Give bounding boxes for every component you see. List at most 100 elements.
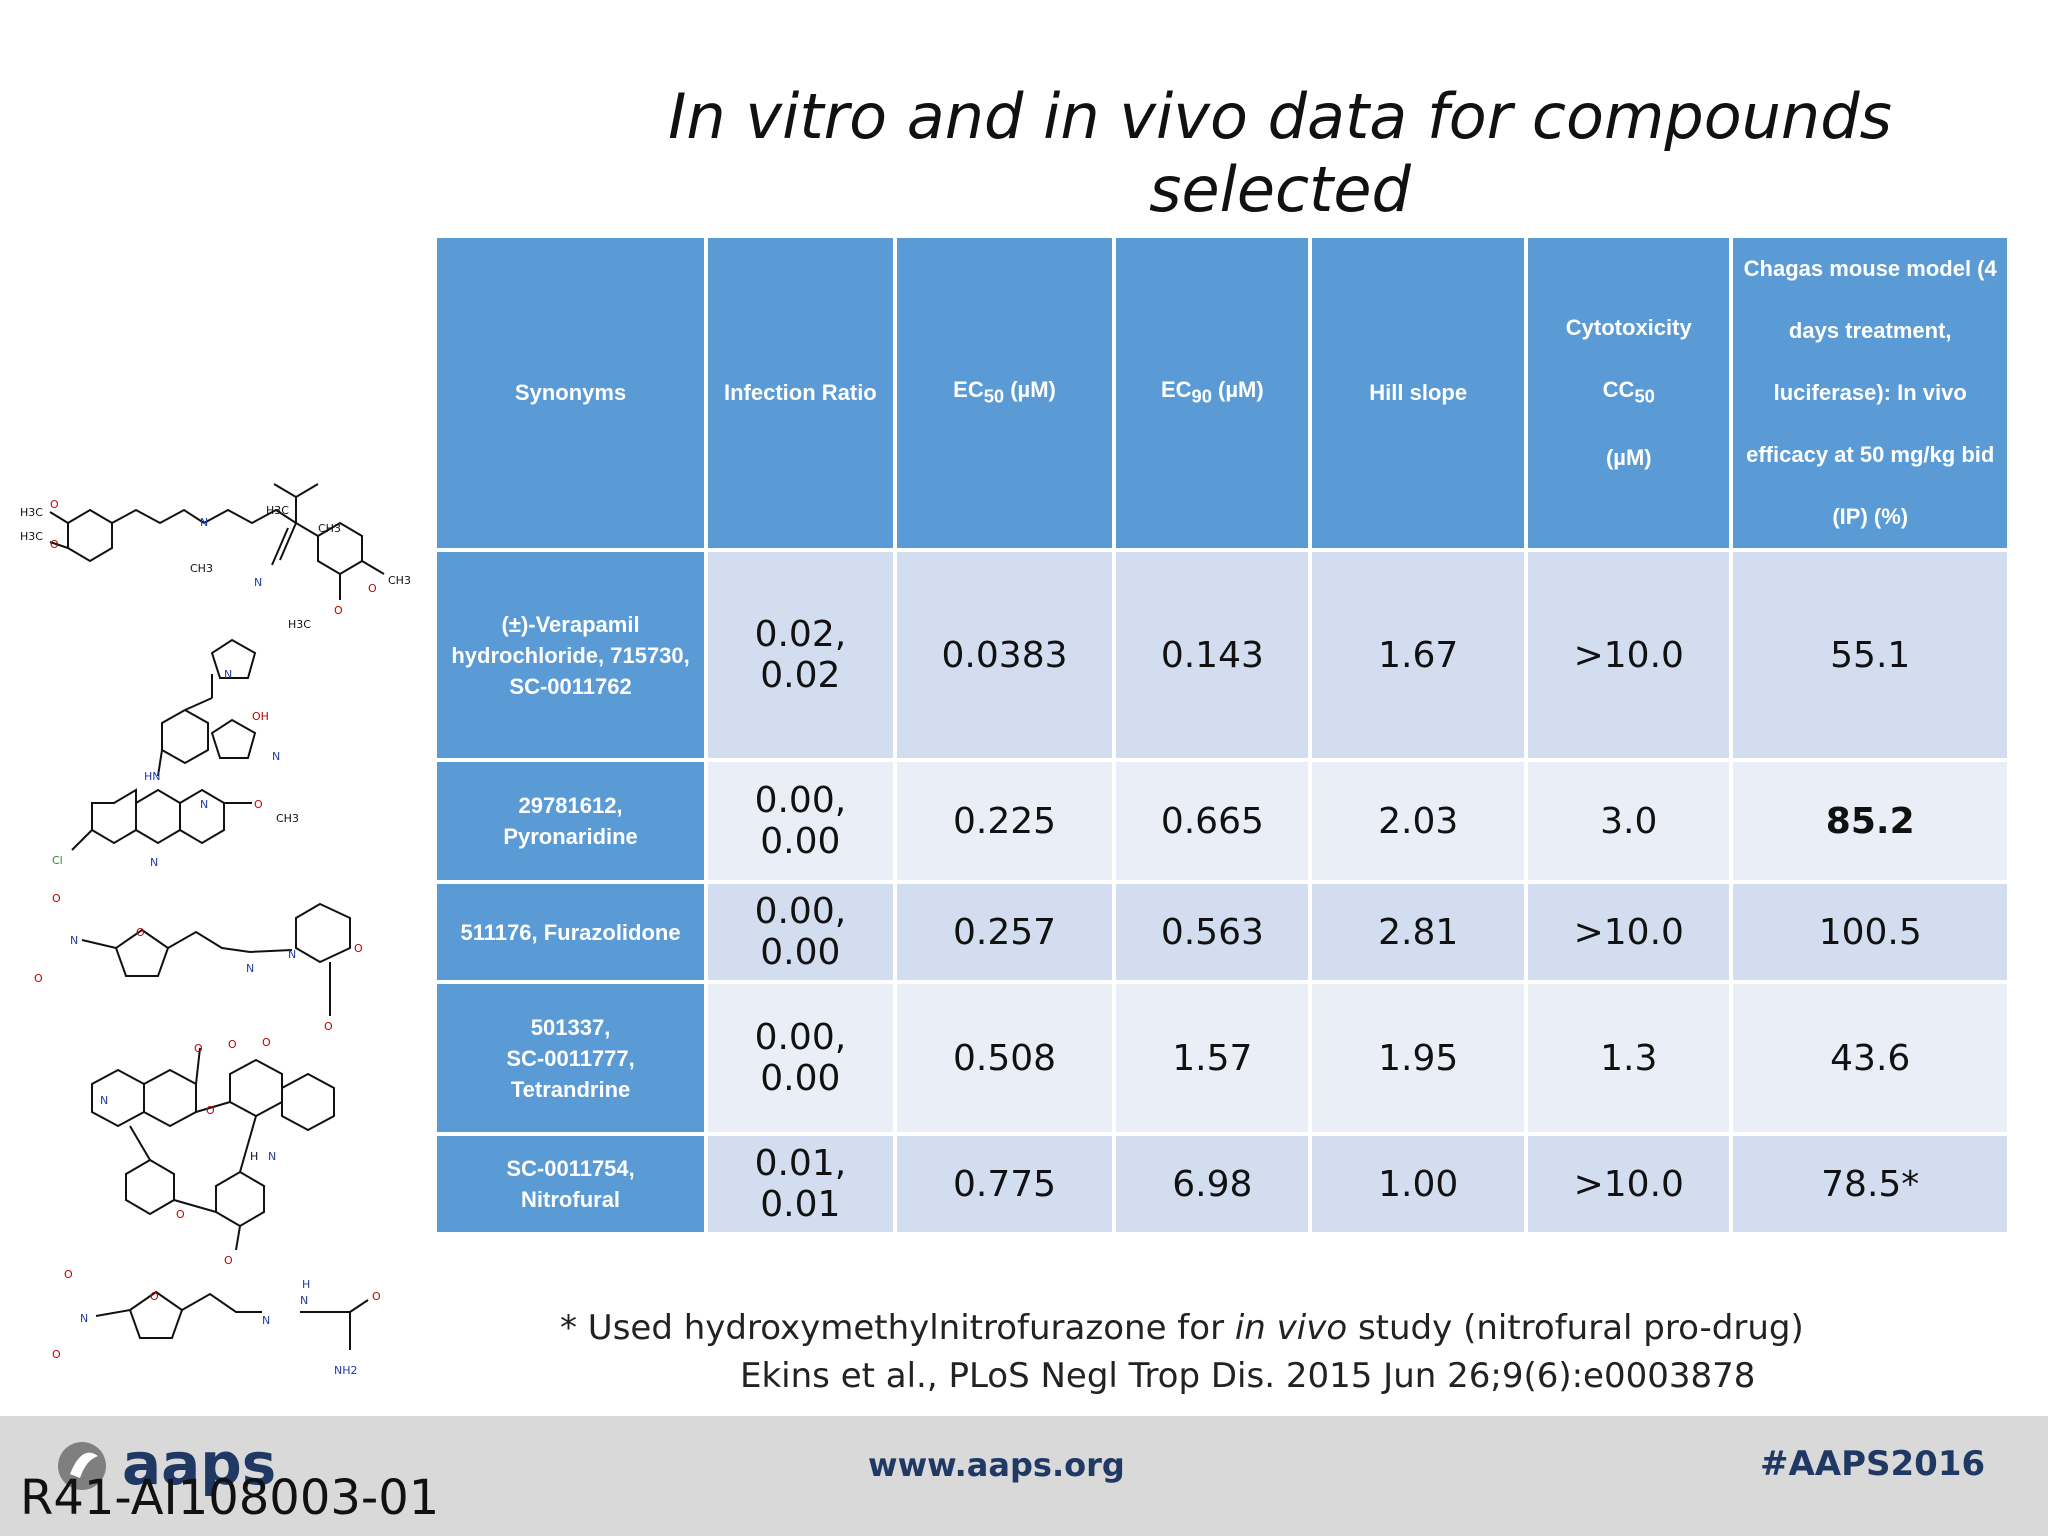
atom-label: N	[200, 798, 208, 811]
cell-synonyms: 511176, Furazolidone	[437, 884, 705, 980]
cell-ec90: 0.143	[1116, 552, 1309, 758]
structure-tetrandrine	[91, 1047, 335, 1251]
cell-ec50: 0.225	[896, 762, 1113, 880]
cell-infection-ratio: 0.02, 0.02	[708, 552, 893, 758]
atom-label: O	[194, 1042, 203, 1055]
header-infection-ratio: Infection Ratio	[708, 238, 893, 548]
atom-label: O	[176, 1208, 185, 1221]
atom-label: N	[70, 934, 78, 947]
atom-label: H3C	[288, 618, 311, 631]
atom-label: O	[52, 892, 61, 905]
cell-cytotoxicity: 1.3	[1528, 984, 1730, 1132]
atom-label: O	[368, 582, 377, 595]
verapamil-atom-labels: H3C O H3C O N CH3 H3C CH3 N O CH3 H3C O	[20, 498, 411, 631]
atom-label: Cl	[52, 854, 63, 867]
cell-chagas: 43.6	[1733, 984, 2007, 1132]
atom-label: N	[300, 1294, 308, 1307]
atom-label: N	[100, 1094, 108, 1107]
compound-data-table: Synonyms Infection Ratio EC50 (µM) EC90 …	[433, 234, 2011, 1236]
cell-ec50: 0.508	[896, 984, 1113, 1132]
cell-chagas: 55.1	[1733, 552, 2007, 758]
footnote: * Used hydroxymethylnitrofurazone for in…	[560, 1308, 1804, 1348]
cell-infection-ratio: 0.00, 0.00	[708, 762, 893, 880]
atom-label: O	[228, 1038, 237, 1051]
cell-infection-ratio: 0.01, 0.01	[708, 1136, 893, 1232]
header-chagas-model: Chagas mouse model (4 days treatment, lu…	[1733, 238, 2007, 548]
atom-label: O	[50, 498, 59, 511]
table-row: 29781612, Pyronaridine 0.00, 0.00 0.225 0…	[437, 762, 2007, 880]
atom-label: NH2	[334, 1364, 358, 1377]
atom-label: N	[254, 576, 262, 589]
atom-label: O	[254, 798, 263, 811]
citation: Ekins et al., PLoS Negl Trop Dis. 2015 J…	[740, 1356, 1756, 1396]
atom-label: H3C	[266, 504, 289, 517]
atom-label: O	[324, 1020, 333, 1033]
cell-cytotoxicity: >10.0	[1528, 884, 1730, 980]
header-synonyms: Synonyms	[437, 238, 705, 548]
atom-label: O	[262, 1036, 271, 1049]
atom-label: O	[354, 942, 363, 955]
cell-ec50: 0.775	[896, 1136, 1113, 1232]
atom-label: O	[64, 1268, 73, 1281]
atom-label: N	[272, 750, 280, 763]
table-row: 511176, Furazolidone 0.00, 0.00 0.257 0.…	[437, 884, 2007, 980]
atom-label: N	[200, 516, 208, 529]
cell-ec50: 0.0383	[896, 552, 1113, 758]
atom-label: O	[224, 1254, 233, 1267]
header-hill-slope: Hill slope	[1312, 238, 1525, 548]
cell-chagas: 100.5	[1733, 884, 2007, 980]
atom-label: CH3	[276, 812, 299, 825]
atom-label: O	[150, 1290, 159, 1303]
table-row: 501337, SC-0011777, Tetrandrine 0.00, 0.00…	[437, 984, 2007, 1132]
table-header-row: Synonyms Infection Ratio EC50 (µM) EC90 …	[437, 238, 2007, 548]
atom-label: O	[50, 538, 59, 551]
atom-label: O	[334, 604, 343, 617]
atom-label: CH3	[388, 574, 411, 587]
atom-label: OH	[252, 710, 269, 723]
grant-id: R41-AI108003-01	[20, 1470, 440, 1526]
cell-hill-slope: 1.00	[1312, 1136, 1525, 1232]
cell-hill-slope: 2.03	[1312, 762, 1525, 880]
cell-ec90: 6.98	[1116, 1136, 1309, 1232]
cell-chagas: 85.2	[1733, 762, 2007, 880]
structure-verapamil	[49, 483, 385, 600]
cell-cytotoxicity: >10.0	[1528, 1136, 1730, 1232]
cell-hill-slope: 2.81	[1312, 884, 1525, 980]
atom-label: H	[302, 1278, 310, 1291]
furazolidone-atom-labels: O N O N N O O O	[34, 892, 363, 1033]
atom-label: N	[268, 1150, 276, 1163]
hashtag: #AAPS2016	[1760, 1444, 1986, 1484]
atom-label: O	[206, 1104, 215, 1117]
cell-cytotoxicity: 3.0	[1528, 762, 1730, 880]
chemical-structures-panel: H3C O H3C O N CH3 H3C CH3 N O CH3 H3C O	[20, 483, 411, 1377]
atom-label: O	[372, 1290, 381, 1303]
cell-ec50: 0.257	[896, 884, 1113, 980]
cell-ec90: 0.665	[1116, 762, 1309, 880]
cell-cytotoxicity: >10.0	[1528, 552, 1730, 758]
atom-label: N	[246, 962, 254, 975]
atom-label: H	[250, 1150, 258, 1163]
cell-synonyms: 501337, SC-0011777, Tetrandrine	[437, 984, 705, 1132]
header-ec90: EC90 (µM)	[1116, 238, 1309, 548]
atom-label: O	[136, 926, 145, 939]
atom-label: N	[224, 668, 232, 681]
structure-nitrofural	[95, 1290, 369, 1350]
aaps-logo: aaps	[58, 1430, 276, 1498]
svg-text:aaps: aaps	[122, 1430, 276, 1498]
cell-synonyms: 29781612, Pyronaridine	[437, 762, 705, 880]
header-ec50: EC50 (µM)	[896, 238, 1113, 548]
atom-label: O	[52, 1348, 61, 1361]
website-link[interactable]: www.aaps.org	[868, 1446, 1125, 1484]
atom-label: CH3	[190, 562, 213, 575]
atom-label: N	[288, 948, 296, 961]
atom-label: CH3	[318, 522, 341, 535]
cell-synonyms: SC-0011754, Nitrofural	[437, 1136, 705, 1232]
table-row: (±)-Verapamil hydrochloride, 715730, SC-00…	[437, 552, 2007, 758]
pyronaridine-atom-labels: N OH N HN N O CH3 Cl N	[52, 668, 299, 869]
header-cytotoxicity: Cytotoxicity CC50 (µM)	[1528, 238, 1730, 548]
cell-ec90: 0.563	[1116, 884, 1309, 980]
cell-synonyms: (±)-Verapamil hydrochloride, 715730, SC-00…	[437, 552, 705, 758]
structure-pyronaridine	[71, 638, 257, 851]
atom-label: HN	[144, 770, 161, 783]
table-row: SC-0011754, Nitrofural 0.01, 0.01 0.775 6…	[437, 1136, 2007, 1232]
